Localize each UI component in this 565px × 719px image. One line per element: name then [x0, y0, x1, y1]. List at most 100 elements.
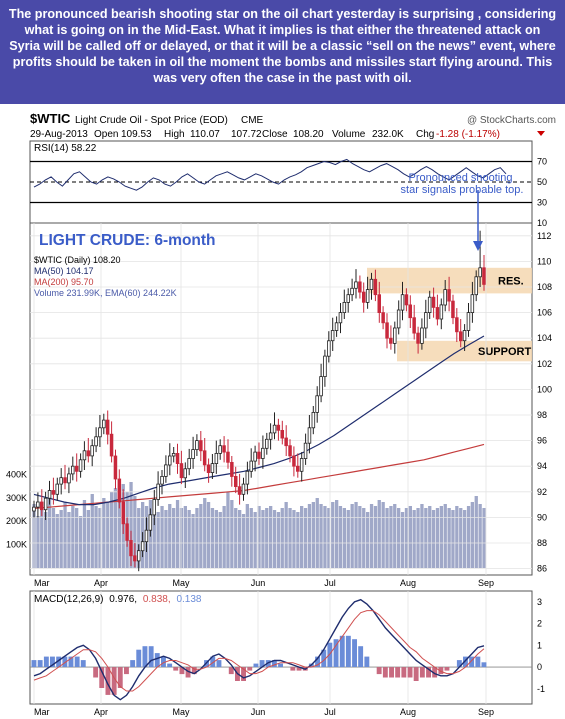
- candle-body: [206, 464, 211, 473]
- volume-bar: [443, 504, 447, 568]
- candle-body: [443, 289, 447, 306]
- volume-label: Volume: [332, 129, 366, 140]
- macd-histogram-bar: [111, 667, 117, 695]
- macd-histogram-bar: [136, 649, 142, 668]
- macd-histogram-bar: [99, 667, 105, 688]
- volume-bar: [113, 488, 118, 568]
- macd-histogram-bar: [345, 635, 351, 668]
- price-tick-label: 108: [537, 282, 552, 292]
- candle-body: [358, 281, 362, 293]
- macd-histogram-bar: [327, 642, 333, 667]
- volume-bar: [40, 506, 44, 568]
- candle-body: [338, 312, 343, 324]
- macd-histogram-bar: [352, 639, 357, 667]
- candle-body: [412, 317, 416, 334]
- candle-body: [404, 294, 409, 306]
- volume-bar: [156, 512, 160, 568]
- candle-body: [361, 291, 366, 303]
- candle-body: [90, 445, 94, 457]
- volume-bar: [36, 516, 40, 568]
- candle-body: [133, 555, 137, 562]
- macd-histogram-bar: [389, 667, 394, 678]
- price-tick-label: 102: [537, 359, 552, 369]
- candle-body: [276, 424, 281, 431]
- candle-body: [125, 523, 129, 541]
- candle-body: [311, 411, 316, 429]
- volume-bar: [470, 502, 474, 568]
- price-tick-label: 88: [537, 538, 547, 548]
- volume-bar: [253, 512, 257, 568]
- macd-histogram-bar: [475, 656, 481, 667]
- macd-histogram-bar: [130, 660, 136, 668]
- candle-body: [102, 419, 106, 429]
- volume-bar: [296, 512, 300, 568]
- volume-bar: [238, 510, 242, 568]
- macd-layer: 3 2 1 0 -1 Mar Apr May Jun Jul Aug Sep: [30, 591, 545, 717]
- volume-bar: [160, 506, 164, 568]
- macd-histogram-bar: [438, 667, 444, 675]
- volume-bar: [265, 508, 269, 568]
- macd-tick-label: 0: [537, 662, 542, 672]
- price-tick-label: 100: [537, 384, 552, 394]
- rsi-tick-label: 70: [537, 157, 547, 167]
- legend-price: $WTIC (Daily) 108.20: [34, 255, 121, 265]
- volume-bar: [385, 508, 389, 568]
- candle-body: [307, 427, 312, 444]
- volume-bar: [408, 506, 412, 568]
- macd-histogram-bar: [154, 653, 160, 667]
- macd-histogram-bar: [93, 667, 99, 678]
- rsi-layer: 70 50 30 10: [30, 157, 547, 228]
- macd-histogram-bar: [37, 660, 43, 668]
- candle-body: [199, 440, 203, 452]
- candle-body: [295, 465, 300, 472]
- candle-body: [226, 451, 230, 463]
- volume-bar: [338, 506, 343, 568]
- price-tick-label: 86: [537, 564, 547, 574]
- volume-bar: [311, 502, 315, 568]
- price-tick-label: 110: [537, 256, 551, 266]
- candle-body: [171, 452, 176, 457]
- volume-bar: [195, 508, 199, 568]
- candle-body: [144, 529, 149, 543]
- candle-body: [416, 332, 420, 344]
- volume-bar: [459, 508, 463, 568]
- candle-body: [482, 267, 486, 285]
- candle-body: [458, 331, 463, 342]
- candle-body: [160, 475, 164, 485]
- candle-body: [71, 465, 75, 475]
- macd-histogram-bar: [228, 667, 234, 675]
- volume-bar: [451, 510, 455, 568]
- macd-histogram-bar: [265, 660, 271, 668]
- volume-bar: [187, 510, 191, 568]
- volume-bar: [218, 512, 222, 568]
- open-value: 109.53: [121, 129, 152, 140]
- candle-body: [447, 289, 451, 302]
- volume-bar: [276, 512, 281, 568]
- volume-bar: [420, 504, 424, 568]
- candle-body: [327, 340, 331, 357]
- candle-body: [109, 433, 114, 457]
- macd-histogram-bar: [321, 649, 327, 668]
- volume-bar: [47, 498, 52, 568]
- candle-body: [261, 447, 265, 459]
- volume-bar: [226, 492, 230, 568]
- candle-body: [105, 419, 110, 435]
- candle-body: [164, 464, 168, 477]
- candle-body: [420, 327, 424, 344]
- candle-body: [179, 463, 184, 479]
- month-label: May: [172, 578, 190, 588]
- macd-histogram-bar: [31, 660, 37, 668]
- candle-body: [175, 452, 180, 464]
- candle-body: [82, 450, 87, 461]
- macd-histogram-bar: [259, 660, 265, 668]
- volume-bar: [350, 504, 354, 568]
- volume-bar: [284, 502, 288, 568]
- volume-bar: [67, 512, 71, 568]
- macd-histogram-bar: [124, 667, 129, 675]
- macd-histogram-bar: [173, 667, 179, 671]
- candle-body: [47, 490, 52, 499]
- volume-bar: [63, 502, 67, 568]
- macd-histogram-bar: [432, 667, 438, 678]
- open-label: Open: [94, 129, 118, 140]
- volume-bar: [183, 506, 187, 568]
